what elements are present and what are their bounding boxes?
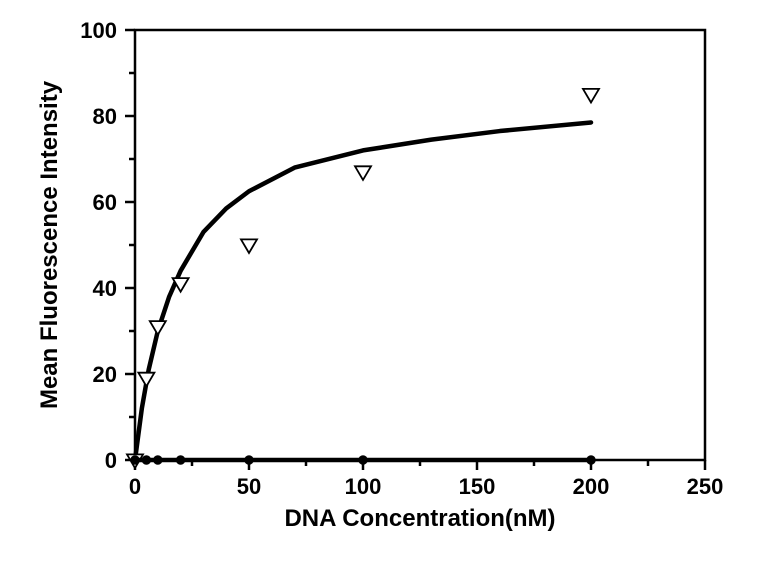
x-axis-label: DNA Concentration(nM) xyxy=(284,505,555,532)
y-tick-label: 40 xyxy=(93,276,117,301)
x-tick-label: 250 xyxy=(687,474,724,499)
circle-marker-icon xyxy=(587,456,595,464)
x-tick-label: 0 xyxy=(129,474,141,499)
circle-marker-icon xyxy=(359,456,367,464)
x-tick-label: 200 xyxy=(573,474,610,499)
x-tick-label: 100 xyxy=(345,474,382,499)
circle-marker-icon xyxy=(245,456,253,464)
y-axis-label: Mean Fluorescence Intensity xyxy=(36,80,63,409)
y-tick-label: 60 xyxy=(93,190,117,215)
chart-container: 0 50 100 150 200 250 0 20 40 60 80 100 DNA Concentra… xyxy=(0,0,768,576)
y-tick-label: 0 xyxy=(105,448,117,473)
y-tick-label: 80 xyxy=(93,104,117,129)
y-tick-label: 20 xyxy=(93,362,117,387)
x-tick-label: 150 xyxy=(459,474,496,499)
circle-marker-icon xyxy=(177,456,185,464)
y-tick-label: 100 xyxy=(80,18,117,43)
circle-marker-icon xyxy=(142,456,150,464)
chart-svg: 0 50 100 150 200 250 0 20 40 60 80 100 DNA Concentra… xyxy=(0,0,768,576)
x-tick-label: 50 xyxy=(237,474,261,499)
circle-marker-icon xyxy=(131,456,139,464)
circle-marker-icon xyxy=(154,456,162,464)
